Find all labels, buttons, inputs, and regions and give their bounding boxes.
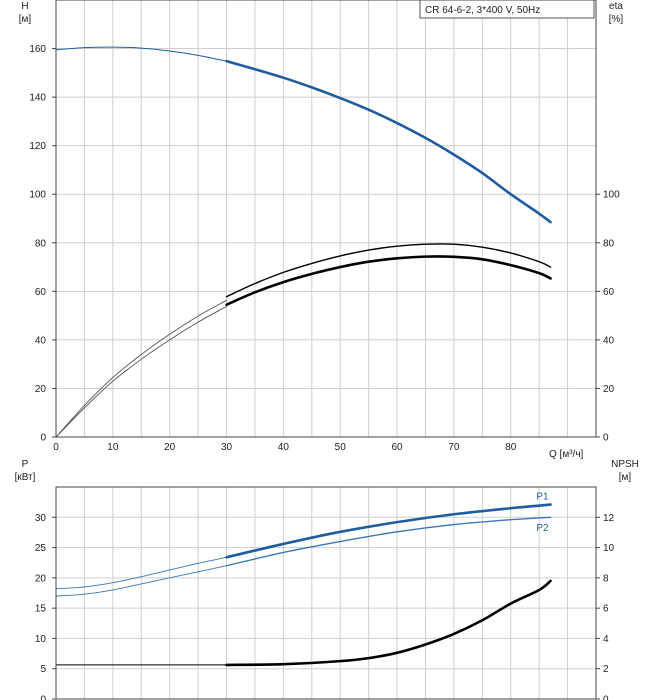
- left-axis-tick-label: 40: [35, 335, 47, 346]
- right-axis-tick-label: 0: [603, 695, 609, 700]
- x-axis-title: Q [м³/ч]: [549, 449, 584, 460]
- top-right-axis-unit: [%]: [609, 14, 624, 25]
- right-axis-tick-label: 20: [603, 384, 615, 395]
- left-axis-tick-label: 15: [35, 604, 47, 615]
- right-axis-tick-label: 100: [603, 190, 620, 201]
- right-axis-tick-label: 4: [603, 634, 609, 645]
- series-line-P1_thin: [55, 556, 227, 590]
- x-axis-tick-label: 60: [391, 442, 403, 453]
- left-axis-tick-label: 80: [35, 238, 47, 249]
- right-axis-tick-label: 10: [603, 543, 615, 554]
- left-axis-tick-label: 0: [40, 433, 46, 444]
- series-line-NPSH_thick: [225, 579, 552, 667]
- right-axis-tick-label: 40: [603, 335, 615, 346]
- top-left-axis-title: H: [21, 1, 28, 12]
- top-left-axis-unit: [м]: [19, 14, 32, 25]
- legend-text: CR 64-6-2, 3*400 V, 50Hz: [425, 5, 540, 16]
- left-axis-tick-label: 5: [40, 664, 46, 675]
- left-axis-tick-label: 30: [35, 513, 47, 524]
- series-line-eta1_thick: [225, 243, 552, 298]
- bottom-chart-series: P1 P2: [55, 492, 552, 667]
- x-axis-tick-label: 70: [448, 442, 460, 453]
- series-line-eta2_thin: [55, 305, 227, 438]
- x-axis-tick-label: 20: [164, 442, 176, 453]
- series-line-P2_thin: [55, 565, 227, 597]
- x-axis-tick-label: 0: [53, 442, 59, 453]
- bottom-left-axis-title: P: [22, 459, 29, 470]
- top-right-axis-title: eta: [609, 1, 623, 12]
- left-axis-tick-label: 0: [40, 695, 46, 700]
- x-axis-tick-label: 50: [335, 442, 347, 453]
- left-axis-tick-label: 100: [29, 190, 46, 201]
- x-axis-tick-label: 10: [107, 442, 119, 453]
- top-chart-series: [55, 46, 552, 438]
- x-axis-tick-label: 40: [278, 442, 290, 453]
- series-label: P2: [536, 523, 549, 534]
- bottom-right-axis-title: NPSH: [611, 459, 639, 470]
- series-label: P1: [536, 492, 549, 503]
- legend-box: [419, 0, 595, 19]
- series-line-H_thin: [55, 46, 228, 62]
- series-line-P2_thick: [225, 516, 552, 567]
- series-line-H_thick: [225, 59, 552, 224]
- left-axis-tick-label: 120: [29, 141, 46, 152]
- right-axis-tick-label: 8: [603, 573, 609, 584]
- right-axis-tick-label: 0: [603, 433, 609, 444]
- x-axis-tick-label: 30: [221, 442, 233, 453]
- bottom-chart-ticks: 0 5 10 15 20 25 30 0 2 4 6 8 10 12: [35, 513, 615, 700]
- top-chart-ticks: 0 20 40 60 80 100 120 140 160 0 20 40 60 80 100 0 10 20 30…: [29, 44, 620, 453]
- right-axis-tick-label: 6: [603, 604, 609, 615]
- series-line-eta2_thick: [225, 255, 552, 306]
- top-plot-frame: [55, 0, 597, 438]
- series-line-P1_thick: [225, 503, 552, 559]
- x-axis-tick-label: 80: [505, 442, 517, 453]
- left-axis-tick-label: 60: [35, 287, 47, 298]
- right-axis-tick-label: 12: [603, 513, 615, 524]
- bottom-left-axis-unit: [кВт]: [15, 472, 36, 483]
- bottom-plot-frame: [55, 486, 597, 700]
- left-axis-tick-label: 20: [35, 573, 47, 584]
- left-axis-tick-label: 25: [35, 543, 47, 554]
- right-axis-tick-label: 60: [603, 287, 615, 298]
- left-axis-tick-label: 20: [35, 384, 47, 395]
- left-axis-tick-label: 10: [35, 634, 47, 645]
- bottom-right-axis-unit: [м]: [619, 472, 632, 483]
- left-axis-tick-label: 160: [29, 44, 46, 55]
- right-axis-tick-label: 80: [603, 238, 615, 249]
- top-chart-grid: [56, 0, 596, 437]
- series-line-eta1_thin: [55, 299, 227, 438]
- right-axis-tick-label: 2: [603, 664, 609, 675]
- left-axis-tick-label: 140: [29, 93, 46, 104]
